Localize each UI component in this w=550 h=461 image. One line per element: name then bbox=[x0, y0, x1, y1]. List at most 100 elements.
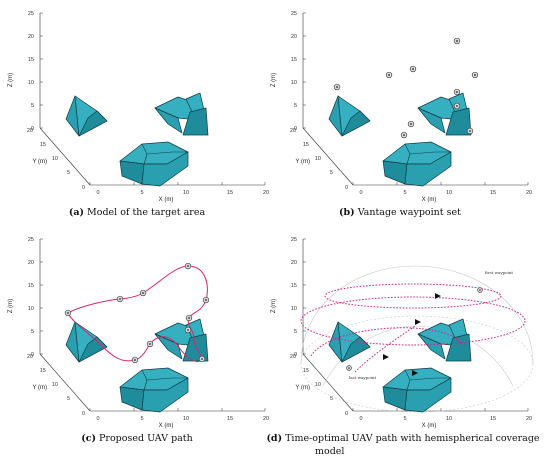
z-tick-20: 20 bbox=[291, 34, 297, 40]
y-axis-label: Y (m) bbox=[295, 385, 310, 391]
z-tick-0: 0 bbox=[31, 352, 34, 358]
x-tick-0: 0 bbox=[359, 416, 362, 422]
x-tick-5: 5 bbox=[403, 416, 406, 422]
x-tick-10: 10 bbox=[183, 416, 189, 422]
first-waypoint-label: first waypoint bbox=[485, 270, 513, 275]
waypoint-marker bbox=[471, 71, 479, 79]
x-tick-15: 15 bbox=[490, 190, 496, 196]
x-tick-5: 5 bbox=[140, 190, 143, 196]
x-tick-0: 0 bbox=[96, 190, 99, 196]
waypoint-marker bbox=[146, 340, 154, 348]
x-axis-label: X (m) bbox=[422, 197, 437, 203]
z-tick-25: 25 bbox=[291, 237, 297, 243]
y-tick-0: 0 bbox=[82, 411, 85, 417]
y-tick-5: 5 bbox=[330, 170, 333, 176]
panel-c: 25 20 15 10 5 0 Z (m) 20 15 10 5 0 Y (m)… bbox=[8, 237, 269, 444]
y-tick-20: 20 bbox=[290, 354, 296, 360]
z-tick-15: 15 bbox=[291, 283, 297, 289]
z-tick-10: 10 bbox=[291, 80, 297, 86]
waypoint-marker bbox=[407, 120, 415, 128]
y-tick-0: 0 bbox=[345, 185, 348, 191]
y-axis-label: Y (m) bbox=[32, 385, 47, 391]
y-tick-10: 10 bbox=[52, 156, 58, 162]
y-tick-10: 10 bbox=[52, 382, 58, 388]
x-tick-5: 5 bbox=[403, 190, 406, 196]
z-tick-5: 5 bbox=[31, 103, 34, 109]
z-axis-label: Z (m) bbox=[271, 73, 277, 87]
waypoint-marker bbox=[198, 355, 206, 363]
z-tick-0: 0 bbox=[294, 126, 297, 132]
y-tick-5: 5 bbox=[330, 396, 333, 402]
first-waypoint-marker bbox=[477, 287, 483, 293]
path-direction-arrows bbox=[383, 293, 441, 376]
panel-b-caption: (b) Vantage waypoint set bbox=[339, 207, 461, 218]
waypoint-marker bbox=[400, 131, 408, 139]
z-tick-25: 25 bbox=[28, 237, 34, 243]
z-tick-20: 20 bbox=[28, 34, 34, 40]
z-tick-0: 0 bbox=[31, 126, 34, 132]
y-axis-label: Y (m) bbox=[295, 159, 310, 165]
path-waypoints bbox=[64, 262, 210, 364]
waypoint-marker bbox=[184, 326, 192, 334]
z-tick-0: 0 bbox=[294, 352, 297, 358]
y-tick-15: 15 bbox=[40, 142, 46, 148]
z-tick-15: 15 bbox=[291, 57, 297, 63]
waypoint-marker bbox=[409, 65, 417, 73]
x-axis-label: X (m) bbox=[159, 197, 174, 203]
y-tick-5: 5 bbox=[67, 170, 70, 176]
z-tick-20: 20 bbox=[28, 260, 34, 266]
z-axis-label: Z (m) bbox=[8, 73, 14, 87]
waypoint-marker bbox=[64, 309, 72, 317]
y-tick-0: 0 bbox=[345, 411, 348, 417]
z-tick-10: 10 bbox=[28, 306, 34, 312]
x-tick-0: 0 bbox=[359, 190, 362, 196]
arrow-icon bbox=[412, 370, 418, 376]
y-tick-10: 10 bbox=[315, 156, 321, 162]
x-tick-15: 15 bbox=[490, 416, 496, 422]
coverage-path bbox=[300, 283, 526, 373]
y-tick-15: 15 bbox=[303, 142, 309, 148]
buildings-model bbox=[328, 92, 472, 187]
vantage-waypoints bbox=[333, 37, 479, 139]
x-tick-15: 15 bbox=[227, 190, 233, 196]
x-axis-label: X (m) bbox=[422, 423, 437, 429]
panel-d-axes: 25 20 15 10 5 0 Z (m) 20 15 10 5 0 Y (m)… bbox=[271, 237, 532, 429]
z-tick-15: 15 bbox=[28, 57, 34, 63]
x-tick-10: 10 bbox=[446, 190, 452, 196]
z-tick-15: 15 bbox=[28, 283, 34, 289]
z-tick-10: 10 bbox=[291, 306, 297, 312]
waypoint-marker bbox=[453, 37, 461, 45]
arrow-icon bbox=[435, 293, 441, 299]
panel-d: 25 20 15 10 5 0 Z (m) 20 15 10 5 0 Y (m)… bbox=[266, 237, 539, 457]
waypoint-marker bbox=[466, 127, 474, 135]
panel-a-axes: 25 20 15 10 5 0 Z (m) 20 15 10 5 0 Y (m)… bbox=[8, 11, 269, 203]
last-waypoint-marker bbox=[346, 365, 352, 371]
waypoint-marker bbox=[116, 295, 124, 303]
y-tick-15: 15 bbox=[303, 368, 309, 374]
y-tick-20: 20 bbox=[27, 128, 33, 134]
panel-a-caption: (a) Model of the target area bbox=[69, 207, 206, 218]
waypoint-marker bbox=[184, 262, 192, 270]
z-tick-25: 25 bbox=[28, 11, 34, 17]
x-tick-20: 20 bbox=[263, 416, 269, 422]
panel-a: 25 20 15 10 5 0 Z (m) 20 15 10 5 0 Y (m)… bbox=[8, 11, 269, 218]
z-tick-5: 5 bbox=[294, 329, 297, 335]
x-tick-20: 20 bbox=[263, 190, 269, 196]
x-axis-label: X (m) bbox=[159, 423, 174, 429]
waypoint-marker bbox=[385, 71, 393, 79]
waypoint-marker bbox=[453, 102, 461, 110]
panel-b: 25 20 15 10 5 0 Z (m) 20 15 10 5 0 Y (m)… bbox=[271, 11, 532, 218]
x-tick-20: 20 bbox=[526, 190, 532, 196]
x-tick-20: 20 bbox=[526, 416, 532, 422]
x-tick-0: 0 bbox=[96, 416, 99, 422]
waypoint-marker bbox=[185, 314, 193, 322]
panel-b-axes: 25 20 15 10 5 0 Z (m) 20 15 10 5 0 Y (m)… bbox=[271, 11, 532, 203]
waypoint-marker bbox=[131, 356, 139, 364]
panel-c-axes: 25 20 15 10 5 0 Z (m) 20 15 10 5 0 Y (m)… bbox=[8, 237, 269, 429]
waypoint-marker bbox=[333, 83, 341, 91]
x-tick-15: 15 bbox=[227, 416, 233, 422]
last-waypoint-label: last waypoint bbox=[349, 375, 376, 380]
panel-d-caption: (d) Time-optimal UAV path with hemispheri… bbox=[266, 433, 539, 444]
y-tick-0: 0 bbox=[82, 185, 85, 191]
